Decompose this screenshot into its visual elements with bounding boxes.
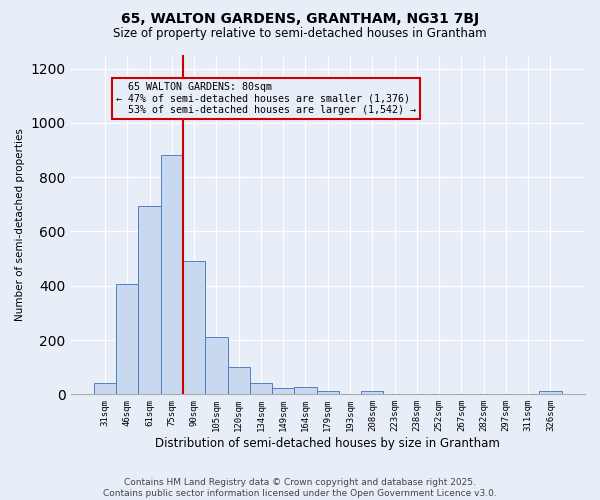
Bar xyxy=(361,391,383,394)
Bar xyxy=(116,284,139,395)
Y-axis label: Number of semi-detached properties: Number of semi-detached properties xyxy=(15,128,25,321)
Bar xyxy=(94,384,116,394)
Bar xyxy=(250,384,272,394)
Text: 65 WALTON GARDENS: 80sqm
← 47% of semi-detached houses are smaller (1,376)
  53%: 65 WALTON GARDENS: 80sqm ← 47% of semi-d… xyxy=(116,82,416,116)
Bar xyxy=(161,156,183,394)
X-axis label: Distribution of semi-detached houses by size in Grantham: Distribution of semi-detached houses by … xyxy=(155,437,500,450)
Bar xyxy=(139,206,161,394)
Text: Size of property relative to semi-detached houses in Grantham: Size of property relative to semi-detach… xyxy=(113,28,487,40)
Bar xyxy=(295,386,317,394)
Bar xyxy=(227,367,250,394)
Text: Contains HM Land Registry data © Crown copyright and database right 2025.
Contai: Contains HM Land Registry data © Crown c… xyxy=(103,478,497,498)
Bar xyxy=(183,262,205,394)
Bar xyxy=(272,388,295,394)
Text: 65, WALTON GARDENS, GRANTHAM, NG31 7BJ: 65, WALTON GARDENS, GRANTHAM, NG31 7BJ xyxy=(121,12,479,26)
Bar xyxy=(205,336,227,394)
Bar xyxy=(539,391,562,394)
Bar xyxy=(317,391,339,394)
